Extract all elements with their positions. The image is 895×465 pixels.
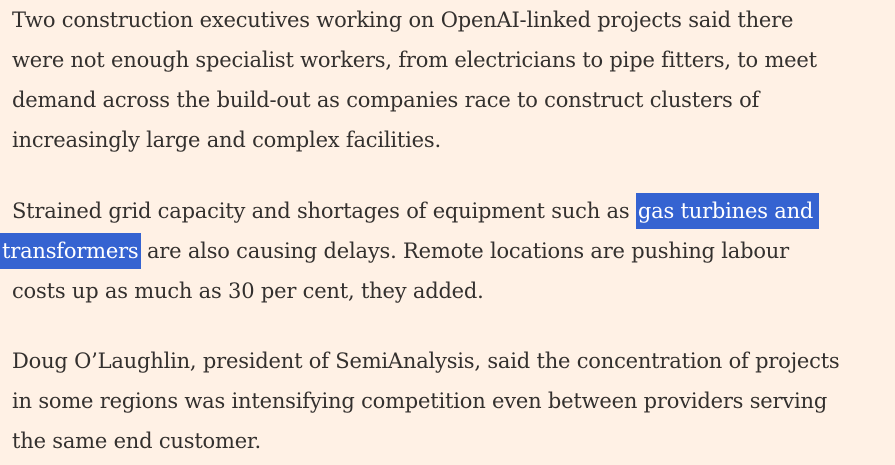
text-line: increasingly large and complex facilitie…: [12, 128, 441, 152]
text-line: Strained grid capacity and shortages of …: [12, 191, 820, 231]
selected-text-highlight[interactable]: transformers: [0, 233, 141, 269]
text-run: are also causing delays. Remote location…: [140, 239, 789, 263]
paragraph-construction-workers: Two construction executives working on O…: [12, 0, 817, 160]
text-line: in some regions was intensifying competi…: [12, 389, 828, 413]
text-line: transformers are also causing delays. Re…: [0, 231, 819, 271]
text-line: demand across the build-out as companies…: [12, 88, 760, 112]
text-line: costs up as much as 30 per cent, they ad…: [12, 279, 484, 303]
text-line: were not enough specialist workers, from…: [12, 48, 817, 72]
paragraph-grid-capacity: Strained grid capacity and shortages of …: [0, 191, 820, 311]
text-run: Strained grid capacity and shortages of …: [12, 199, 636, 223]
text-line: Two construction executives working on O…: [12, 8, 794, 32]
text-line: the same end customer.: [12, 429, 261, 453]
text-line: Doug O’Laughlin, president of SemiAnalys…: [12, 349, 840, 373]
selected-text-highlight[interactable]: gas turbines and: [635, 193, 820, 229]
paragraph-semianalysis-quote: Doug O’Laughlin, president of SemiAnalys…: [12, 341, 840, 461]
